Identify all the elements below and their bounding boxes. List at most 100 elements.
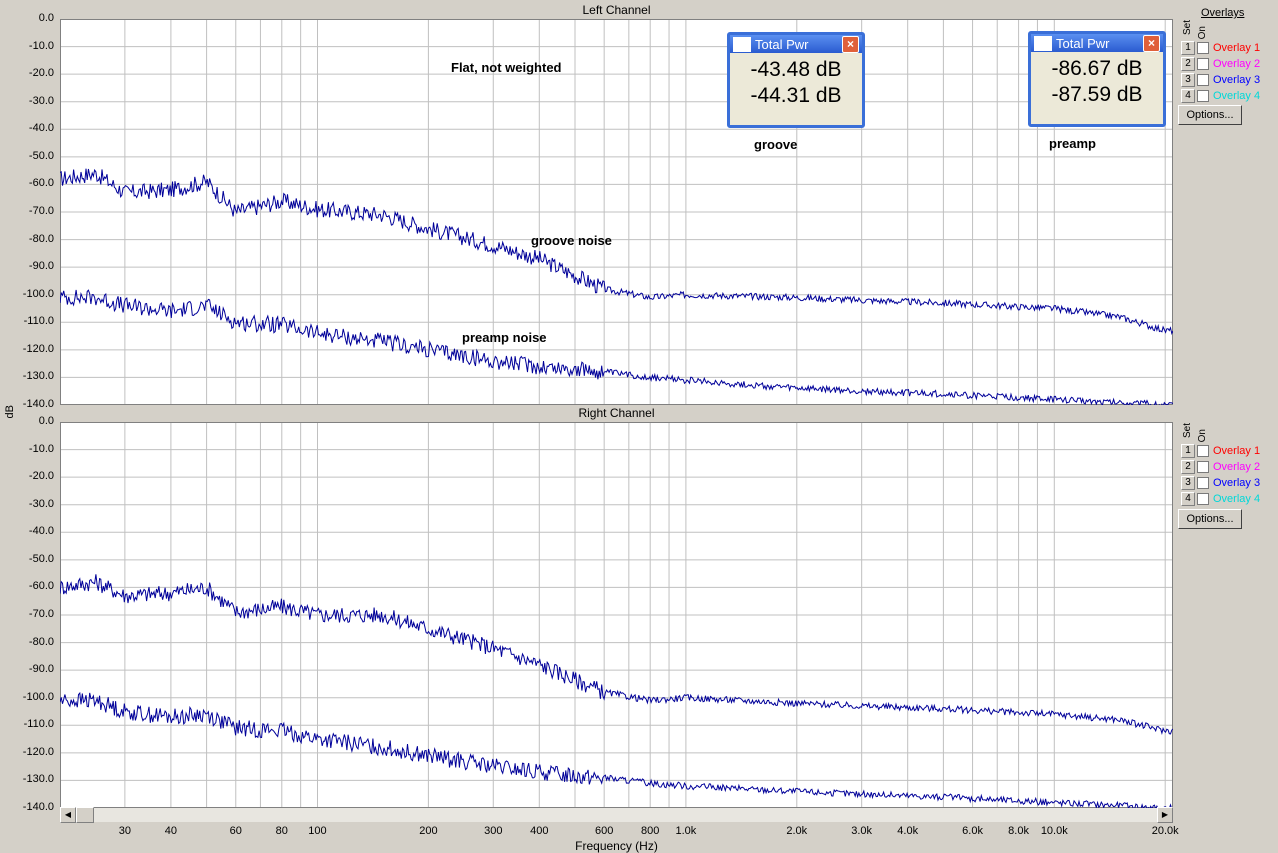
overlay-row-4[interactable]: 4 Overlay 4 (1181, 88, 1260, 104)
options-button[interactable]: Options... (1178, 105, 1242, 125)
x-tick-label: 300 (484, 825, 503, 837)
y-tick-label: -70.0 (28, 205, 54, 217)
overlay-row-4[interactable]: 4 Overlay 4 (1181, 491, 1260, 507)
total-pwr-value-2: -44.31 dB (750, 84, 842, 107)
chart-title-left: Left Channel (582, 3, 651, 17)
y-tick-label: -20.0 (28, 470, 54, 483)
y-tick-label: -80.0 (28, 232, 54, 245)
set-button[interactable]: 2 (1181, 460, 1195, 474)
annotation-groove-noise: groove noise (531, 233, 612, 248)
total-pwr-titlebar[interactable]: Total Pwr × (1031, 34, 1163, 52)
overlay-checkbox[interactable] (1197, 58, 1209, 70)
y-tick-label: -100.0 (22, 287, 54, 300)
total-pwr-title: Total Pwr (755, 36, 809, 52)
y-tick-label: -90.0 (28, 663, 54, 676)
overlay-checkbox[interactable] (1197, 461, 1209, 473)
total-pwr-value-2: -87.59 dB (1051, 83, 1143, 106)
y-tick-label: -130.0 (22, 773, 54, 786)
total-pwr-window-groove[interactable]: Total Pwr × -43.48 dB -44.31 dB (727, 32, 865, 128)
y-tick-label: -130.0 (22, 370, 54, 383)
total-pwr-value-1: -86.67 dB (1051, 57, 1143, 80)
x-tick-label: 800 (641, 825, 660, 837)
set-button[interactable]: 1 (1181, 41, 1195, 55)
y-tick-label: -140.0 (22, 801, 54, 813)
set-label: Set (1182, 423, 1193, 439)
x-tick-label: 3.0k (851, 825, 873, 837)
overlay-row-3[interactable]: 3 Overlay 3 (1181, 475, 1260, 491)
overlay-checkbox[interactable] (1197, 90, 1209, 102)
y-tick-label: -50.0 (28, 149, 54, 162)
on-label: On (1197, 429, 1208, 443)
overlay-row-2[interactable]: 2 Overlay 2 (1181, 56, 1260, 72)
overlay-checkbox[interactable] (1197, 477, 1209, 489)
y-tick-label: -70.0 (28, 608, 54, 620)
x-axis-label: Frequency (Hz) (575, 839, 658, 853)
overlay-row-1[interactable]: 1 Overlay 1 (1181, 40, 1260, 56)
x-tick-label: 10.0k (1040, 825, 1068, 837)
y-tick-label: -50.0 (28, 552, 54, 565)
overlay-checkbox[interactable] (1197, 493, 1209, 505)
horizontal-scrollbar[interactable]: ◀ ▶ (60, 807, 1173, 823)
right-channel-plot (60, 422, 1173, 808)
overlay-checkbox[interactable] (1197, 42, 1209, 54)
y-tick-label: -20.0 (28, 67, 54, 80)
options-button[interactable]: Options... (1178, 509, 1242, 529)
set-button[interactable]: 2 (1181, 57, 1195, 71)
scroll-left-button[interactable]: ◀ (60, 807, 76, 823)
close-icon[interactable]: × (1143, 34, 1160, 52)
on-label: On (1197, 26, 1208, 40)
overlay-label: Overlay 2 (1213, 461, 1261, 473)
overlays-header: Overlays (1201, 7, 1245, 19)
annotation-groove: groove (754, 137, 798, 152)
x-tick-label: 60 (229, 825, 242, 837)
close-icon[interactable]: × (842, 35, 859, 53)
y-tick-label: -110.0 (23, 718, 54, 731)
x-tick-label: 200 (419, 825, 438, 837)
set-button[interactable]: 3 (1181, 73, 1195, 87)
overlay-checkbox[interactable] (1197, 445, 1209, 457)
plot-border (60, 19, 1173, 405)
total-pwr-title: Total Pwr (1056, 35, 1110, 51)
set-button[interactable]: 4 (1181, 89, 1195, 103)
set-button[interactable]: 4 (1181, 492, 1195, 506)
x-tick-label: 600 (594, 825, 614, 837)
overlay-row-1[interactable]: 1 Overlay 1 (1181, 443, 1260, 459)
total-pwr-titlebar[interactable]: Total Pwr × (730, 35, 862, 53)
y-tick-label: -140.0 (22, 398, 54, 410)
total-pwr-value-1: -43.48 dB (750, 58, 842, 81)
y-tick-label: -30.0 (28, 94, 54, 107)
y-tick-label: -60.0 (28, 580, 54, 593)
x-tick-label: 8.0k (1008, 825, 1029, 837)
overlay-label: Overlay 1 (1213, 42, 1261, 54)
overlay-checkbox[interactable] (1197, 74, 1209, 86)
chart-title-right: Right Channel (578, 406, 655, 420)
scroll-thumb[interactable] (76, 807, 94, 823)
y-tick-label: 0.0 (38, 12, 54, 24)
waveform-icon (733, 36, 751, 52)
series-line-2 (60, 691, 1173, 808)
overlay-row-2[interactable]: 2 Overlay 2 (1181, 459, 1260, 475)
annotation-flat: Flat, not weighted (451, 60, 562, 75)
y-tick-label: 0.0 (38, 415, 54, 427)
scroll-right-button[interactable]: ▶ (1157, 807, 1173, 823)
x-tick-label: 400 (530, 825, 549, 837)
x-tick-label: 100 (308, 825, 327, 837)
total-pwr-window-preamp[interactable]: Total Pwr × -86.67 dB -87.59 dB (1028, 31, 1166, 127)
set-button[interactable]: 1 (1181, 444, 1195, 458)
overlay-list-right: 1 Overlay 1 2 Overlay 2 3 Overlay 3 4 Overla… (1181, 443, 1260, 507)
y-tick-label: -40.0 (28, 122, 54, 135)
annotation-preamp-noise: preamp noise (462, 330, 547, 345)
overlay-label: Overlay 3 (1213, 477, 1261, 489)
x-tick-label: 2.0k (786, 825, 808, 837)
y-tick-label: -30.0 (28, 497, 54, 510)
annotation-preamp: preamp (1049, 136, 1096, 151)
overlay-label: Overlay 2 (1213, 58, 1261, 70)
overlay-list-left: 1 Overlay 1 2 Overlay 2 3 Overlay 3 4 Overla… (1181, 40, 1260, 104)
y-tick-label: -10.0 (28, 39, 54, 52)
y-tick-label: -110.0 (23, 315, 54, 328)
overlay-row-3[interactable]: 3 Overlay 3 (1181, 72, 1260, 88)
y-tick-label: -120.0 (22, 745, 54, 758)
set-button[interactable]: 3 (1181, 476, 1195, 490)
series-line-1 (60, 168, 1173, 336)
overlay-label: Overlay 1 (1213, 445, 1261, 457)
